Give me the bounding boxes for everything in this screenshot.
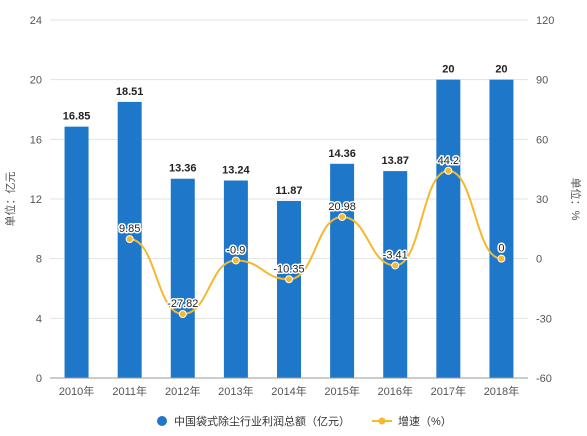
y-left-tick-label: 0 — [36, 373, 42, 385]
bar-data-label: 13.24 — [222, 165, 250, 177]
y-axis-left-title: 单位：亿元 — [3, 172, 17, 227]
x-tick-label: 2016年 — [377, 384, 412, 398]
y-left-tick-label: 24 — [30, 15, 42, 27]
bar-data-label: 18.51 — [116, 86, 144, 98]
legend-label-line: 增速（%） — [398, 414, 452, 428]
bar-series — [64, 79, 514, 379]
bar-data-label: 16.85 — [63, 111, 91, 123]
bar-data-label: 20 — [442, 64, 454, 76]
line-data-label: 44.2 — [438, 155, 459, 167]
y-left-tick-label: 12 — [30, 194, 42, 206]
line-point — [497, 254, 506, 263]
y-right-tick-label: -60 — [536, 373, 552, 385]
y-axis-right-title: 单位：% — [569, 178, 583, 221]
bar — [436, 79, 461, 379]
line-point — [391, 261, 400, 270]
x-tick-label: 2010年 — [59, 384, 94, 398]
x-tick-label: 2011年 — [112, 384, 147, 398]
y-left-tick-label: 4 — [36, 313, 42, 325]
legend-label-bar: 中国袋式除尘行业利润总额（亿元） — [174, 414, 350, 428]
line-point — [178, 309, 187, 318]
legend-swatch-line-dot — [378, 417, 386, 425]
bar-data-label: 11.87 — [276, 185, 303, 197]
legend: 中国袋式除尘行业利润总额（亿元） 增速（%） — [157, 414, 452, 428]
x-tick-label: 2015年 — [324, 384, 359, 398]
bar — [277, 200, 301, 378]
bar-data-label: 13.36 — [169, 163, 197, 175]
line-data-label: -0.9 — [226, 244, 245, 256]
y-right-tick-label: 120 — [536, 15, 554, 27]
y-right-tick-label: 90 — [536, 75, 548, 87]
bar — [170, 178, 195, 378]
bar — [223, 180, 248, 378]
x-tick-label: 2014年 — [271, 384, 306, 398]
line-point — [285, 275, 293, 284]
line-point — [338, 212, 347, 221]
x-tick-label: 2017年 — [431, 384, 466, 398]
line-data-label: -10.35 — [273, 263, 304, 275]
y-right-tick-label: 60 — [536, 134, 548, 146]
line-data-label: -3.41 — [383, 249, 408, 261]
bar — [383, 171, 408, 378]
bar-data-label: 13.87 — [381, 155, 409, 167]
y-left-tick-label: 20 — [30, 75, 42, 87]
y-right-tick-label: -30 — [536, 313, 552, 325]
line-series — [125, 166, 506, 318]
y-right-tick-label: 0 — [536, 254, 542, 266]
bar-data-label: 14.36 — [328, 148, 356, 160]
line-data-label: 0 — [498, 243, 504, 255]
line-data-label: 9.85 — [119, 223, 140, 235]
bar — [489, 79, 514, 379]
bar — [64, 126, 89, 378]
legend-swatch-bar — [157, 416, 167, 426]
bar-data-label: 20 — [495, 64, 507, 76]
line-data-label: 20.98 — [328, 201, 356, 213]
y-left-tick-label: 16 — [30, 134, 42, 146]
data-labels: 16.85 18.51 13.36 13.24 11.87 14.36 13.87 20 20 9… — [63, 64, 508, 312]
line-point — [231, 256, 240, 265]
line-point — [444, 166, 453, 175]
x-tick-label: 2018年 — [484, 384, 519, 398]
y-right-tick-label: 30 — [536, 194, 548, 206]
line-data-label: -27.82 — [167, 298, 198, 310]
line-point — [125, 235, 134, 244]
x-tick-label: 2013年 — [218, 384, 253, 398]
x-tick-label: 2012年 — [165, 384, 200, 398]
y-left-tick-label: 8 — [36, 254, 42, 266]
bar — [330, 163, 355, 378]
